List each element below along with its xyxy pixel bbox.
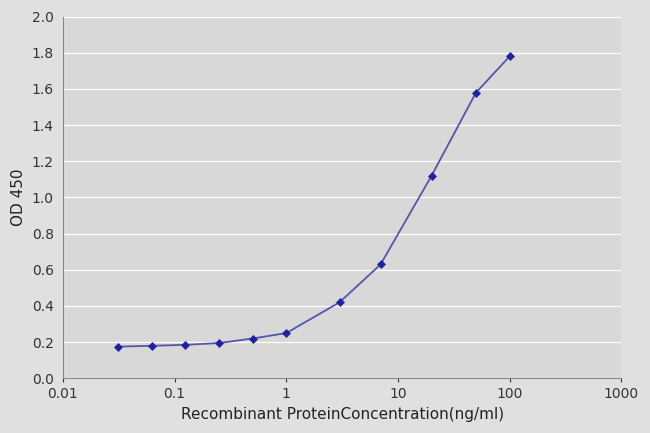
- Y-axis label: OD 450: OD 450: [11, 169, 26, 226]
- X-axis label: Recombinant ProteinConcentration(ng/ml): Recombinant ProteinConcentration(ng/ml): [181, 407, 504, 422]
